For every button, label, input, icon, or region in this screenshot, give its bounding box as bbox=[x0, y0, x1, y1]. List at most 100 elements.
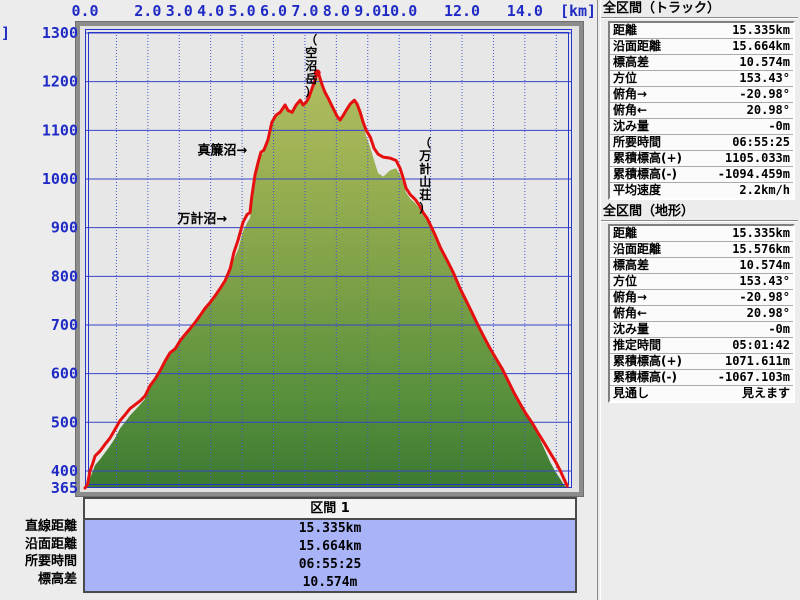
table-row: 沿面距離 15.576km bbox=[610, 242, 793, 258]
segment-values: 15.335km 15.664km 06:55:25 10.574m bbox=[85, 520, 575, 591]
stat-value: 15.335km bbox=[732, 226, 790, 240]
x-tick-label: 10.0 bbox=[381, 2, 417, 20]
section-divider bbox=[601, 220, 798, 222]
table-row: 累積標高(+) 1105.033m bbox=[610, 151, 793, 167]
stat-value: 20.98° bbox=[746, 306, 790, 320]
svg-text:）: ） bbox=[419, 200, 431, 215]
x-axis-unit: [km] bbox=[560, 2, 596, 20]
elevation-profile-chart[interactable]: 0.0 2.0 3.0 4.0 5.0 6.0 7.0 8.0 9.0 10.0 12.0 14.0 [… bbox=[0, 0, 600, 497]
segment-stat-label: 標高差 bbox=[37, 571, 77, 587]
stat-value: -1067.103m bbox=[717, 370, 790, 384]
annotation-label-vertical: （空沼岳） bbox=[305, 32, 317, 99]
segment-stat-label: 沿面距離 bbox=[24, 536, 77, 552]
stat-label: 推定時間 bbox=[613, 338, 662, 352]
stat-label: 距離 bbox=[613, 226, 638, 240]
stat-label: 俯角→ bbox=[613, 87, 648, 101]
plot-border-inner bbox=[88, 32, 569, 485]
table-row: 距離 15.335km bbox=[610, 23, 793, 39]
y-tick-label: 1300 bbox=[42, 24, 78, 42]
elevation-profile-svg[interactable]: 0.0 2.0 3.0 4.0 5.0 6.0 7.0 8.0 9.0 10.0 12.0 14.0 [… bbox=[0, 0, 600, 497]
chart-frame-outline bbox=[75, 21, 584, 497]
stat-value: 05:01:42 bbox=[732, 338, 790, 352]
svg-text:（: （ bbox=[305, 32, 317, 47]
table-row: 標高差 10.574m bbox=[610, 55, 793, 71]
table-row: 方位 153.43° bbox=[610, 274, 793, 290]
section-divider bbox=[601, 17, 798, 19]
svg-text:沼: 沼 bbox=[305, 59, 317, 73]
stat-value: -20.98° bbox=[739, 290, 790, 304]
y-tick-label: 400 bbox=[51, 462, 78, 480]
svg-text:岳: 岳 bbox=[305, 71, 317, 86]
stat-value: 15.576km bbox=[732, 242, 790, 256]
annotation-label: 真簾沼→ bbox=[198, 142, 248, 158]
svg-text:山: 山 bbox=[419, 174, 431, 189]
segment-value: 10.574m bbox=[302, 574, 358, 590]
table-row: 俯角→ -20.98° bbox=[610, 290, 793, 306]
stat-label: 距離 bbox=[613, 23, 638, 37]
stat-label: 方位 bbox=[613, 274, 638, 288]
stat-label: 沿面距離 bbox=[613, 39, 662, 53]
y-axis-unit-clipped: ] bbox=[1, 24, 10, 42]
table-row: 方位 153.43° bbox=[610, 71, 793, 87]
gridlines bbox=[85, 29, 572, 488]
table-row: 累積標高(-) -1067.103m bbox=[610, 370, 793, 386]
table-row: 沈み量 -0m bbox=[610, 119, 793, 135]
x-tick-label: 5.0 bbox=[229, 2, 256, 20]
table-row: 沈み量 -0m bbox=[610, 322, 793, 338]
segment-summary-box: 区間 1 15.335km 15.664km 06:55:25 10.574m bbox=[83, 497, 577, 593]
table-row: 累積標高(+) 1071.611m bbox=[610, 354, 793, 370]
x-tick-label: 3.0 bbox=[166, 2, 193, 20]
stat-value: 見えます bbox=[741, 386, 790, 400]
segment-value: 15.664km bbox=[298, 539, 362, 555]
table-row: 累積標高(-) -1094.459m bbox=[610, 167, 793, 183]
pane-splitter[interactable] bbox=[597, 0, 601, 600]
x-tick-label: 4.0 bbox=[197, 2, 224, 20]
stat-value: 2.2km/h bbox=[739, 183, 790, 197]
track-line bbox=[83, 71, 569, 490]
segment-stat-label: 直線距離 bbox=[24, 519, 77, 534]
stats-section: 全区間（地形） 距離 15.335km 沿面距離 15.576km 標高差 10… bbox=[601, 204, 798, 403]
x-tick-label: 0.0 bbox=[71, 2, 98, 20]
x-tick-label: 12.0 bbox=[444, 2, 480, 20]
y-tick-label: 1100 bbox=[42, 121, 78, 139]
table-row: 標高差 10.574m bbox=[610, 258, 793, 274]
stat-value: 15.664km bbox=[732, 39, 790, 53]
stat-label: 沈み量 bbox=[613, 119, 650, 133]
segment-stat-label: 所要時間 bbox=[24, 554, 77, 569]
table-row: 沿面距離 15.664km bbox=[610, 39, 793, 55]
terrain-fill bbox=[85, 78, 568, 489]
svg-text:（: （ bbox=[419, 135, 431, 150]
stat-label: 方位 bbox=[613, 71, 638, 85]
stat-label: 平均速度 bbox=[613, 183, 662, 197]
stat-label: 俯角← bbox=[613, 306, 648, 320]
segment-stat-labels: 直線距離 沿面距離 所要時間 標高差 bbox=[0, 518, 80, 588]
stat-value: 1071.611m bbox=[724, 354, 790, 368]
stat-value: -0m bbox=[768, 322, 790, 336]
stat-value: 153.43° bbox=[739, 274, 790, 288]
stat-label: 累積標高(+) bbox=[613, 354, 683, 368]
x-tick-label: 8.0 bbox=[323, 2, 350, 20]
table-row: 見通し 見えます bbox=[610, 386, 793, 401]
stat-label: 所要時間 bbox=[613, 135, 662, 149]
stats-section-title: 全区間（地形） bbox=[603, 204, 695, 219]
table-row: 距離 15.335km bbox=[610, 226, 793, 242]
y-tick-label: 365 bbox=[51, 479, 78, 497]
stat-value: 10.574m bbox=[739, 258, 790, 272]
x-tick-label: 2.0 bbox=[134, 2, 161, 20]
stat-label: 累積標高(+) bbox=[613, 151, 683, 165]
x-tick-label: 6.0 bbox=[260, 2, 287, 20]
svg-text:計: 計 bbox=[419, 161, 431, 176]
stat-label: 沿面距離 bbox=[613, 242, 662, 256]
x-tick-label: 14.0 bbox=[507, 2, 543, 20]
stats-table: 距離 15.335km 沿面距離 15.664km 標高差 10.574m 方位… bbox=[608, 21, 795, 200]
stat-value: 15.335km bbox=[732, 23, 790, 37]
annotation-label: 万計沼→ bbox=[176, 211, 227, 227]
x-tick-label: 7.0 bbox=[291, 2, 318, 20]
table-row: 平均速度 2.2km/h bbox=[610, 183, 793, 198]
svg-text:荘: 荘 bbox=[419, 187, 431, 202]
stat-label: 標高差 bbox=[613, 258, 650, 272]
table-row: 俯角← 20.98° bbox=[610, 103, 793, 119]
y-tick-label: 900 bbox=[51, 219, 78, 237]
segment-header[interactable]: 区間 1 bbox=[85, 499, 575, 520]
